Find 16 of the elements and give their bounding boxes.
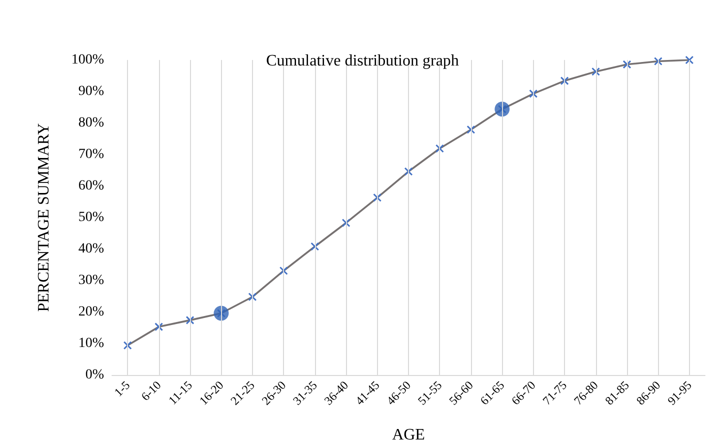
y-tick-label: 20% [78,304,104,320]
x-tick-label: 1-5 [111,378,133,400]
y-tick-label: 30% [78,273,104,288]
y-tick-label: 40% [78,242,104,256]
y-tick-label: 90% [78,84,104,99]
y-tick-label: 100% [71,52,104,68]
x-axis-title: AGE [392,426,425,444]
y-tick-label: 80% [78,116,104,130]
y-axis-title: PERCENTAGE SUMMARY [36,122,52,312]
x-tick-label: 6-10 [138,378,164,404]
y-tick-label: 50% [78,210,104,225]
y-tick-label: 70% [78,147,104,162]
chart-title: Cumulative distribution graph [266,52,459,70]
y-tick-label: 0% [85,368,104,382]
y-tick-label: 60% [78,178,104,194]
y-tick-label: 10% [78,336,104,351]
